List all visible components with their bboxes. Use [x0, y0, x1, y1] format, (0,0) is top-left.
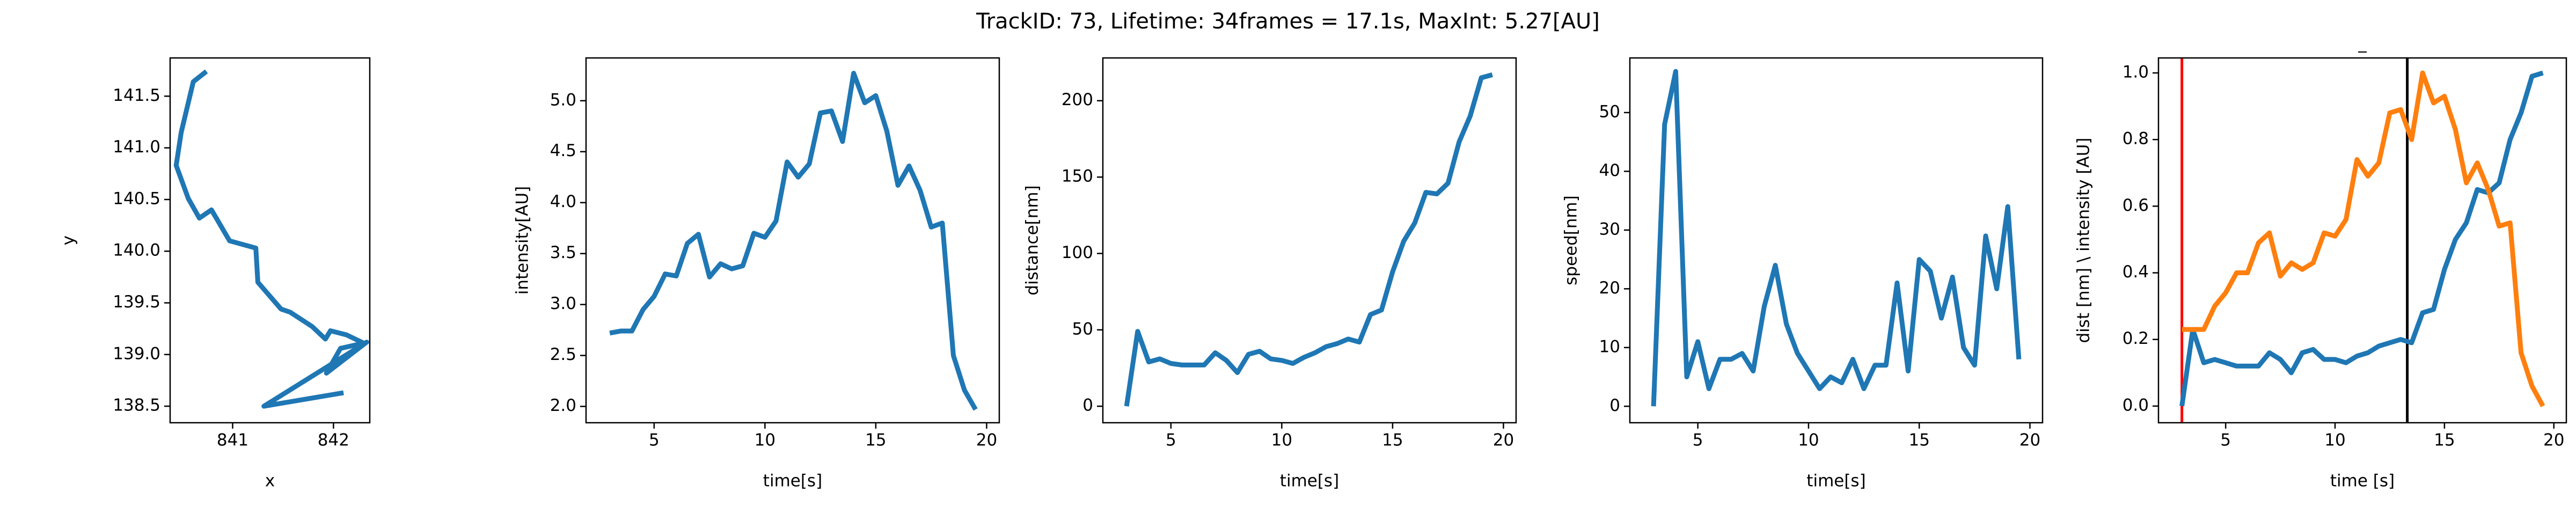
y-tick-label: 2.5: [550, 345, 576, 364]
y-tick-label: 0: [1082, 396, 1093, 415]
x-axis-label: x: [265, 472, 275, 491]
axes-frame: [1629, 57, 2044, 424]
x-tick-label: 15: [865, 431, 886, 450]
x-tick-label: 842: [318, 431, 349, 450]
y-tick-label: 138.5: [113, 396, 160, 415]
x-tick-label: 20: [1493, 431, 1514, 450]
data-line: [1124, 72, 1493, 407]
x-tick-label: 15: [1382, 431, 1403, 450]
y-tick-label: 200: [1062, 90, 1093, 109]
x-tick-label: 15: [1908, 431, 1929, 450]
y-tick-label: 140.0: [113, 241, 160, 260]
x-tick-label: 10: [1798, 431, 1819, 450]
y-tick-label: 3.0: [550, 294, 576, 313]
y-tick-label: 4.5: [550, 141, 576, 160]
y-tick-label: 3.5: [550, 243, 576, 262]
x-axis-label: time[s]: [1280, 472, 1339, 491]
y-tick-label: 0.6: [2123, 196, 2149, 215]
x-tick-label: 10: [755, 431, 775, 450]
x-tick-label: 5: [1166, 431, 1176, 450]
y-axis-label: y: [59, 236, 78, 245]
y-tick-label: 100: [1062, 243, 1093, 262]
axes-frame: [1102, 57, 1517, 424]
x-tick-label: 10: [2324, 431, 2345, 450]
y-tick-label: 141.5: [113, 86, 160, 105]
x-axis-label: time [s]: [2330, 472, 2395, 491]
y-tick-label: 30: [1599, 219, 1620, 239]
y-tick-label: 5.0: [550, 90, 576, 109]
y-tick-label: 150: [1062, 167, 1093, 186]
x-tick-label: 15: [2434, 431, 2455, 450]
y-tick-label: 139.5: [113, 292, 160, 312]
x-tick-label: 10: [1271, 431, 1292, 450]
y-tick-label: 10: [1599, 337, 1620, 356]
y-tick-label: 4.0: [550, 192, 576, 211]
x-tick-label: 20: [2019, 431, 2040, 450]
y-tick-label: 141.0: [113, 137, 160, 157]
y-tick-label: 0.4: [2123, 262, 2149, 282]
x-axis-label: time[s]: [763, 472, 822, 491]
y-tick-label: 50: [1599, 102, 1620, 121]
x-axis-label: time[s]: [1806, 472, 1865, 491]
x-tick-label: 5: [649, 431, 660, 450]
x-tick-label: 5: [1693, 431, 1703, 450]
y-axis-label: intensity[AU]: [513, 186, 532, 295]
y-tick-label: 2.0: [550, 396, 576, 415]
y-tick-label: 20: [1599, 278, 1620, 298]
y-tick-label: 40: [1599, 161, 1620, 180]
y-tick-label: 1.0: [2123, 62, 2149, 82]
axes-frame: [2157, 57, 2567, 424]
data-line: [2182, 70, 2545, 408]
y-tick-label: 139.0: [113, 344, 160, 363]
data-line: [173, 69, 369, 409]
x-tick-label: 841: [217, 431, 248, 450]
data-line: [2179, 70, 2544, 407]
y-axis-label: dist [nm] \ intensity [AU]: [2074, 138, 2094, 343]
y-axis-label: speed[nm]: [1562, 195, 1581, 285]
y-tick-label: 50: [1072, 319, 1093, 339]
x-tick-label: 20: [2543, 431, 2564, 450]
y-tick-label: 140.5: [113, 189, 160, 208]
y-tick-label: 0.0: [2123, 395, 2149, 415]
x-tick-label: 5: [2220, 431, 2231, 450]
subplot-title: _: [2358, 34, 2367, 53]
y-axis-label: distance[nm]: [1023, 185, 1042, 295]
figure-title: TrackID: 73, Lifetime: 34frames = 17.1s,…: [976, 9, 1600, 34]
y-tick-label: 0.2: [2123, 329, 2149, 348]
x-tick-label: 20: [976, 431, 997, 450]
data-line: [609, 70, 978, 411]
data-line: [1651, 69, 2022, 407]
axes-frame: [585, 57, 1000, 424]
y-tick-label: 0.8: [2123, 129, 2149, 149]
axes-frame: [169, 57, 371, 424]
y-tick-label: 0: [1609, 396, 1620, 415]
